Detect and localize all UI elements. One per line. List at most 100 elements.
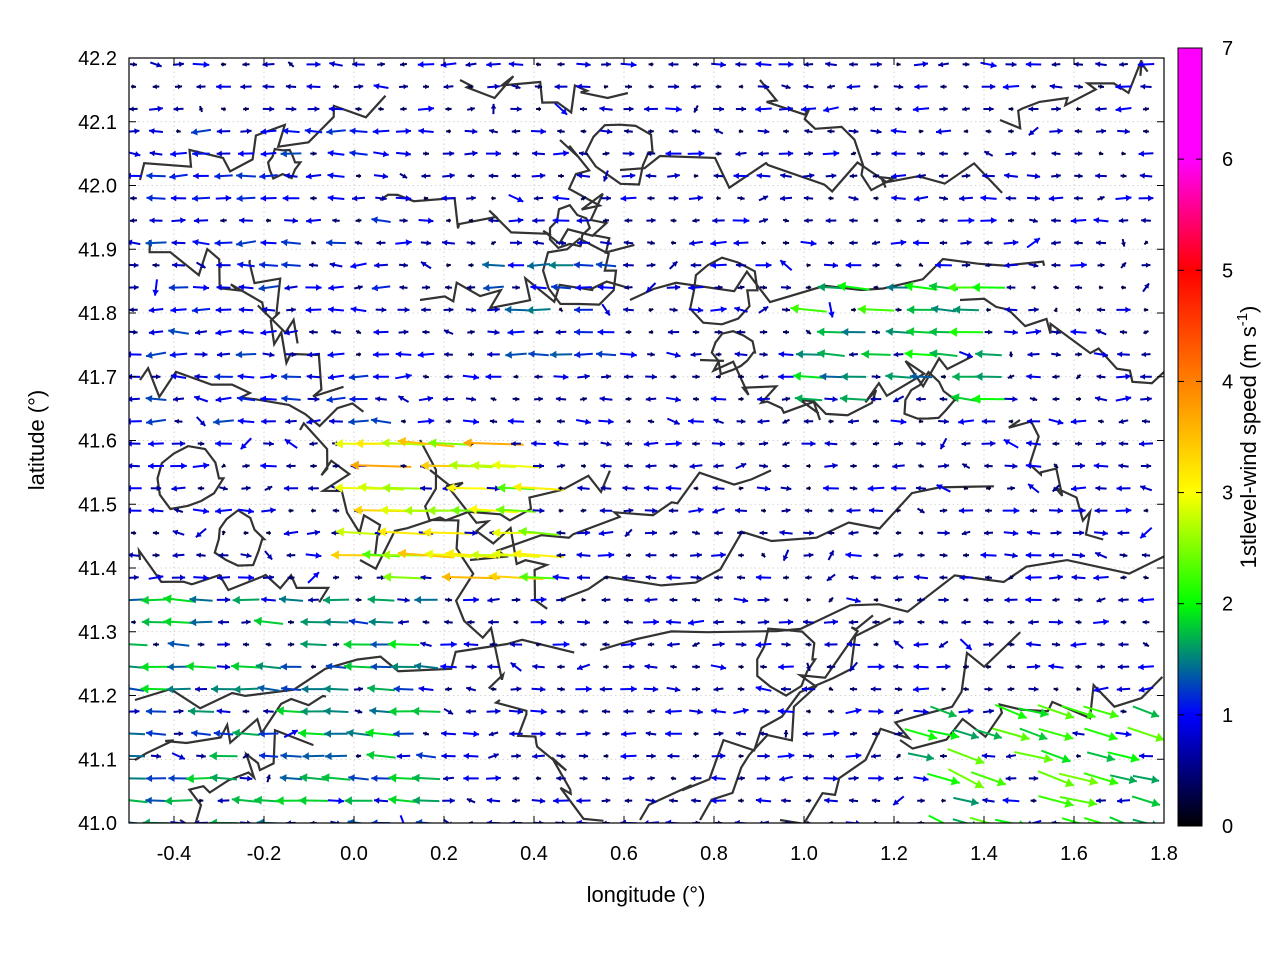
wind-vector bbox=[760, 664, 767, 670]
wind-vector bbox=[309, 441, 318, 447]
wind-vector-head bbox=[689, 463, 695, 470]
wind-vector bbox=[555, 396, 567, 402]
wind-vector bbox=[1117, 351, 1130, 358]
wind-vector bbox=[885, 327, 912, 336]
wind-vector bbox=[221, 463, 226, 468]
wind-vector bbox=[531, 730, 546, 737]
wind-vector-head bbox=[507, 328, 514, 336]
wind-vector bbox=[170, 373, 187, 380]
wind-vector bbox=[332, 463, 340, 469]
wind-vector-head bbox=[1100, 642, 1105, 647]
wind-vector bbox=[353, 686, 364, 692]
wind-vector bbox=[465, 396, 477, 402]
wind-vector bbox=[737, 441, 745, 447]
wind-vector-head bbox=[967, 708, 974, 715]
wind-vector-head bbox=[854, 597, 861, 604]
wind-vector bbox=[1027, 819, 1042, 823]
wind-vector-head bbox=[302, 752, 309, 761]
wind-vector bbox=[129, 777, 146, 780]
wind-vector bbox=[600, 463, 612, 469]
wind-vector-head bbox=[383, 572, 392, 582]
wind-vector bbox=[257, 684, 280, 693]
x-tick-label: -0.4 bbox=[157, 843, 191, 865]
wind-vector-head bbox=[603, 753, 608, 759]
wind-vector-head bbox=[240, 443, 247, 450]
wind-vector bbox=[488, 571, 544, 582]
wind-vector-head bbox=[260, 462, 267, 470]
wind-vector bbox=[217, 619, 230, 625]
wind-vector bbox=[197, 642, 205, 647]
wind-vector bbox=[760, 552, 766, 558]
wind-vector bbox=[264, 485, 273, 491]
wind-vector bbox=[298, 728, 329, 738]
wind-vector bbox=[302, 752, 325, 761]
wind-vector bbox=[321, 773, 351, 783]
wind-vector-head bbox=[718, 597, 723, 603]
wind-vector bbox=[892, 463, 905, 470]
wind-vector bbox=[603, 575, 609, 580]
wind-vector-head bbox=[985, 508, 990, 514]
wind-vector bbox=[193, 574, 209, 581]
wind-vector-head bbox=[495, 708, 501, 715]
wind-vector-head bbox=[964, 686, 969, 692]
wind-vector-head bbox=[1118, 597, 1124, 603]
wind-vector bbox=[1003, 530, 1019, 537]
wind-vector-head bbox=[391, 662, 398, 671]
wind-vector bbox=[1038, 795, 1074, 808]
wind-vector-head bbox=[1095, 395, 1101, 402]
wind-vector-head bbox=[1140, 373, 1146, 380]
wind-vector-head bbox=[148, 440, 154, 448]
wind-vector-head bbox=[764, 753, 770, 759]
wind-vector bbox=[420, 574, 432, 581]
wind-vector-head bbox=[845, 551, 852, 559]
wind-vector-head bbox=[1033, 686, 1039, 692]
wind-vector-head bbox=[1117, 530, 1123, 536]
wind-vector-head bbox=[940, 443, 946, 450]
wind-vector bbox=[646, 753, 656, 759]
wind-vector-head bbox=[507, 417, 514, 425]
wind-vector bbox=[711, 752, 726, 760]
wind-vector-head bbox=[809, 753, 814, 759]
wind-vector-head bbox=[335, 463, 340, 469]
wind-vector bbox=[262, 351, 275, 358]
wind-vector-head bbox=[758, 374, 764, 380]
wind-vector bbox=[533, 329, 544, 335]
colorbar-tick-label: 4 bbox=[1222, 371, 1233, 393]
wind-vector-head bbox=[669, 552, 674, 558]
wind-vector-head bbox=[665, 730, 671, 738]
wind-vector-head bbox=[281, 373, 288, 381]
wind-vector-head bbox=[373, 329, 379, 336]
wind-vector bbox=[422, 374, 430, 379]
wind-vector bbox=[281, 395, 301, 403]
wind-vector-head bbox=[557, 619, 562, 625]
wind-vector-head bbox=[255, 662, 264, 671]
wind-vector-head bbox=[189, 595, 197, 604]
wind-vector bbox=[1007, 575, 1015, 580]
wind-vector bbox=[1048, 574, 1064, 581]
wind-vector bbox=[556, 597, 566, 603]
wind-vector bbox=[306, 351, 321, 358]
wind-vector-head bbox=[1065, 710, 1075, 720]
wind-vector-shaft bbox=[397, 552, 455, 559]
wind-vector-head bbox=[824, 440, 830, 447]
wind-vector-head bbox=[720, 752, 726, 760]
wind-vector-head bbox=[873, 419, 878, 424]
wind-vector-head bbox=[301, 685, 309, 694]
wind-vector-head bbox=[517, 708, 523, 715]
wind-vector bbox=[1093, 530, 1109, 537]
wind-vector-head bbox=[1095, 485, 1101, 492]
wind-vector-head bbox=[871, 798, 877, 804]
wind-vector-head bbox=[420, 641, 426, 647]
wind-vector-head bbox=[375, 396, 381, 402]
wind-vector bbox=[941, 798, 946, 803]
wind-vector-head bbox=[959, 574, 965, 581]
wind-vector bbox=[198, 798, 204, 803]
wind-vector-head bbox=[1025, 596, 1031, 604]
wind-vector-head bbox=[893, 351, 899, 358]
wind-vector bbox=[242, 709, 250, 714]
wind-vector bbox=[714, 597, 723, 603]
wind-vector-head bbox=[665, 708, 672, 715]
wind-vector bbox=[416, 751, 436, 760]
wind-vector-head bbox=[516, 753, 521, 759]
wind-vector-head bbox=[742, 597, 749, 604]
